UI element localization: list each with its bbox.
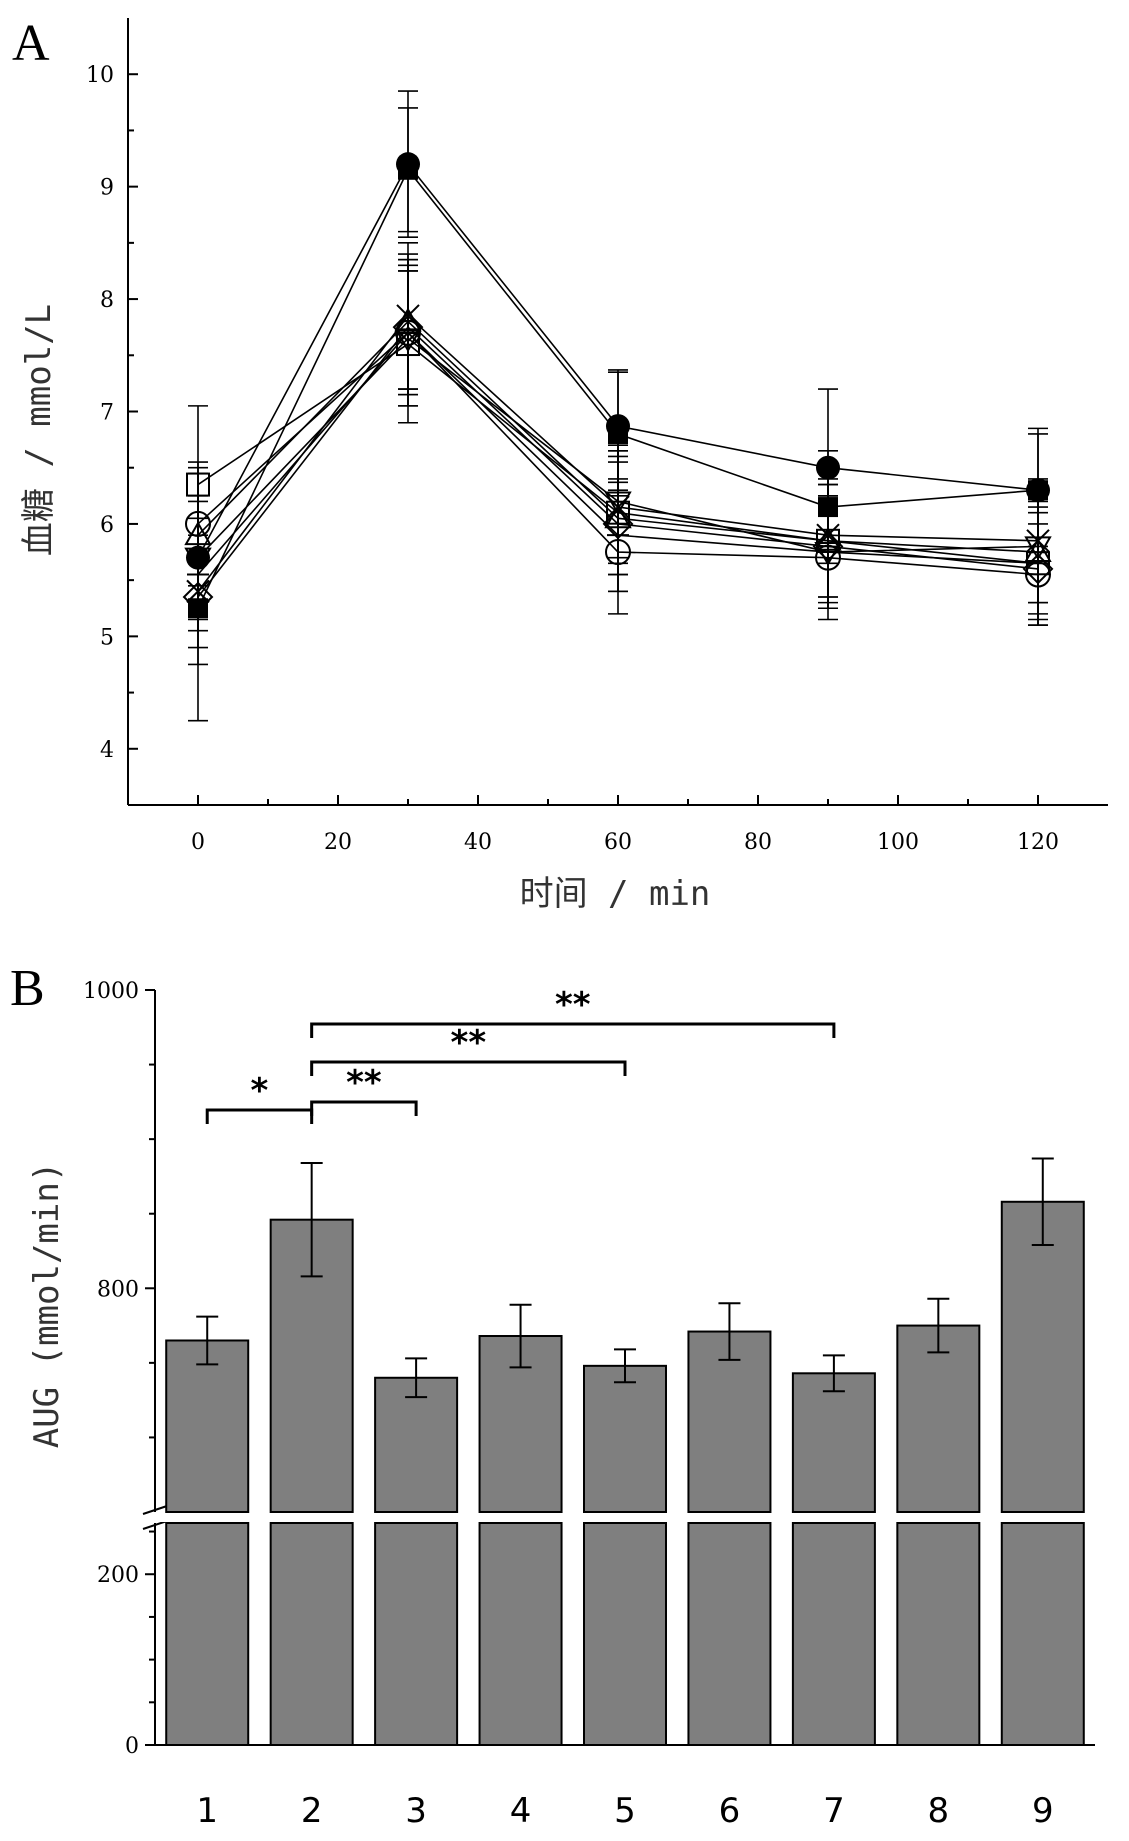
y-tick-label: 800: [97, 1277, 139, 1302]
significance-bracket: **: [310, 1063, 418, 1116]
y-tick-label: 8: [100, 288, 114, 313]
significance-bracket: **: [310, 1023, 627, 1076]
bar-group-8: 8: [896, 1297, 981, 1831]
error-bar: [300, 1162, 323, 1278]
bar-group-5: 5: [583, 1348, 667, 1831]
bar-group-6: 6: [687, 1302, 772, 1831]
bar-lower: [896, 1522, 981, 1746]
bar-lower: [687, 1522, 772, 1746]
plus-marker: [187, 563, 209, 586]
plus-marker: [1027, 552, 1049, 575]
axis-break-mark: [142, 1520, 168, 1530]
x-tick-label: 80: [744, 830, 772, 855]
x-tick-label: 0: [191, 830, 205, 855]
bar-lower: [269, 1522, 354, 1746]
x-tick-label: 2: [301, 1791, 323, 1831]
significance-label: **: [346, 1063, 382, 1103]
y-tick-label: 5: [100, 625, 114, 650]
filled-square-marker: [398, 159, 418, 180]
y-tick-label: 9: [100, 176, 114, 201]
bar-group-7: 7: [791, 1354, 876, 1831]
x-tick-label: 120: [1017, 830, 1059, 855]
bar-group-3: 3: [374, 1357, 459, 1831]
bracket-line: [310, 1022, 836, 1038]
bar-lower: [478, 1522, 563, 1746]
error-bar: [822, 1354, 845, 1393]
significance-label: **: [451, 1023, 487, 1063]
error-bar: [509, 1303, 532, 1369]
bar: [165, 1339, 250, 1513]
bar: [1000, 1200, 1085, 1513]
significance-bracket: **: [310, 985, 836, 1038]
y-tick-label: 6: [100, 513, 114, 538]
significance-label: **: [555, 985, 591, 1025]
bar-group-4: 4: [478, 1303, 563, 1831]
y-tick-label: 0: [125, 1734, 139, 1759]
bar-lower: [1000, 1522, 1085, 1746]
y-tick-label: 10: [86, 63, 114, 88]
y-tick-label: 4: [100, 738, 114, 763]
axis-break-gap: [157, 1513, 1097, 1522]
y-tick-label: 7: [100, 401, 114, 426]
significance-label: *: [251, 1071, 269, 1111]
x-tick-label: 60: [604, 830, 632, 855]
panel-b-plot: 1 2 3 4 5 6 7 8 9* ******: [157, 985, 1097, 1831]
error-bar: [927, 1297, 950, 1354]
bar: [896, 1324, 981, 1513]
bar-lower: [791, 1522, 876, 1746]
bar-lower: [583, 1522, 667, 1746]
error-bar: [718, 1302, 741, 1361]
panel-label-a: A: [12, 15, 50, 72]
x-tick-label: 1: [196, 1791, 218, 1831]
panel-label-b: B: [10, 960, 45, 1017]
bar-lower: [165, 1522, 250, 1746]
panel-b-y-axis-label: AUG (mmol/min): [27, 1162, 67, 1449]
bracket-line: [310, 1060, 627, 1076]
x-tick-label: 100: [877, 830, 919, 855]
x-tick-label: 5: [614, 1791, 636, 1831]
x-tick-label: 3: [405, 1791, 427, 1831]
plus-marker: [397, 321, 419, 344]
panel-a-x-axis-label: 时间 / min: [520, 874, 711, 914]
bar-group-1: 1: [165, 1315, 250, 1831]
bracket-line: [310, 1100, 418, 1116]
bar-group-2: 2: [269, 1162, 354, 1831]
error-bar: [405, 1357, 428, 1399]
series-9: [187, 270, 1049, 632]
x-tick-label: 6: [719, 1791, 741, 1831]
error-bar: [1031, 1157, 1054, 1247]
bar: [791, 1372, 876, 1513]
bracket-line: [205, 1108, 314, 1124]
x-tick-label: 7: [823, 1791, 845, 1831]
significance-bracket: *: [205, 1071, 314, 1124]
axis-break-mark: [142, 1505, 168, 1515]
x-tick-label: 9: [1032, 1791, 1054, 1831]
error-bar: [614, 1348, 636, 1384]
panel-a-plot: [182, 90, 1054, 722]
filled-square-marker: [608, 423, 628, 444]
panel-a-y-axis-label: 血糖 / mmol/L: [19, 304, 59, 556]
x-tick-label: 20: [324, 830, 352, 855]
y-tick-label: 1000: [83, 979, 139, 1004]
x-tick-label: 40: [464, 830, 492, 855]
bar-lower: [374, 1522, 459, 1746]
y-tick-label: 200: [97, 1563, 139, 1588]
error-bar: [196, 1315, 219, 1366]
plus-marker: [817, 541, 839, 564]
bar-group-9: 9: [1000, 1157, 1085, 1831]
x-tick-label: 4: [510, 1791, 532, 1831]
x-tick-label: 8: [928, 1791, 950, 1831]
plus-marker: [607, 524, 629, 547]
bar: [583, 1364, 667, 1513]
